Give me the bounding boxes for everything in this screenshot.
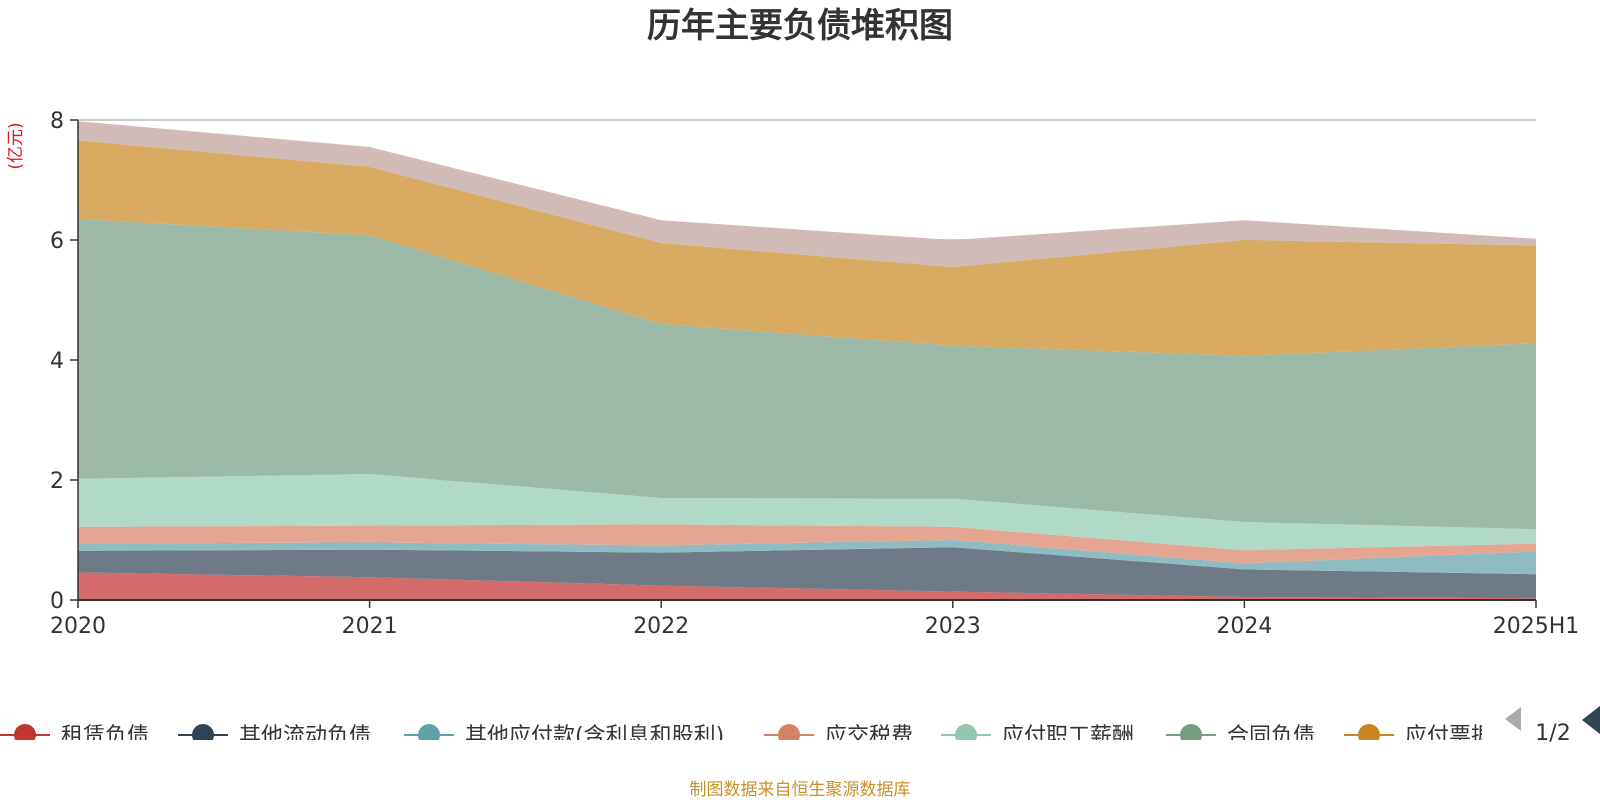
area-series-4 bbox=[78, 474, 1536, 551]
legend-item[interactable]: 应付职工薪酬 bbox=[941, 724, 1134, 749]
area-series-1 bbox=[78, 547, 1536, 599]
area-series-0 bbox=[78, 572, 1536, 600]
legend-label: 合同负债 bbox=[1227, 724, 1315, 749]
legend-items: 租赁负债 其他流动负债 其他应付款(含利息和股利) 应交税费 应付职工薪酬 合同负债 应付票… bbox=[0, 724, 1493, 749]
legend-label: 应付职工薪酬 bbox=[1002, 724, 1134, 749]
y-unit-label: (亿元) bbox=[6, 122, 26, 169]
source-note: 制图数据来自恒生聚源数据库 bbox=[690, 780, 911, 800]
legend-item[interactable]: 其他流动负债 bbox=[178, 724, 371, 749]
axes: 0 2 4 6 8 2020 2021 2022 2023 2024 2025H1 bbox=[50, 109, 1579, 639]
legend-marker bbox=[1358, 724, 1380, 740]
legend-marker bbox=[1180, 724, 1202, 740]
area-series-6 bbox=[78, 140, 1536, 356]
legend-marker bbox=[955, 724, 977, 740]
legend-label: 其他流动负债 bbox=[239, 724, 371, 749]
legend-marker bbox=[778, 724, 800, 740]
x-tick-label: 2022 bbox=[633, 614, 689, 639]
y-tick-label: 0 bbox=[50, 589, 64, 614]
x-tick-label: 2020 bbox=[50, 614, 106, 639]
legend-label: 租赁负债 bbox=[61, 724, 149, 749]
area-series bbox=[78, 121, 1536, 600]
legend-label: 应交税费 bbox=[825, 724, 913, 749]
y-tick-label: 6 bbox=[50, 229, 64, 254]
y-tick-label: 8 bbox=[50, 109, 64, 134]
legend-item[interactable]: 其他应付款(含利息和股利) bbox=[404, 724, 724, 749]
legend-marker bbox=[192, 724, 214, 740]
legend-item[interactable]: 租赁负债 bbox=[0, 724, 149, 749]
y-tick-label: 2 bbox=[50, 469, 64, 494]
chart-title: 历年主要负债堆积图 bbox=[647, 6, 953, 46]
legend: 租赁负债 其他流动负债 其他应付款(含利息和股利) 应交税费 应付职工薪酬 合同负债 应付票… bbox=[0, 724, 1493, 749]
x-tick-label: 2023 bbox=[925, 614, 981, 639]
legend-item[interactable]: 应交税费 bbox=[764, 724, 913, 749]
legend-label: 应付票据 bbox=[1405, 724, 1493, 749]
legend-marker bbox=[14, 724, 36, 740]
legend-item[interactable]: 应付票据 bbox=[1344, 724, 1493, 749]
area-series-2 bbox=[78, 540, 1536, 575]
legend-label: 其他应付款(含利息和股利) bbox=[465, 724, 724, 749]
x-tick-label: 2021 bbox=[342, 614, 398, 639]
legend-pager: 1/2 bbox=[1505, 706, 1600, 746]
legend-item[interactable]: 合同负债 bbox=[1166, 724, 1315, 749]
area-series-3 bbox=[78, 524, 1536, 564]
area-series-7 bbox=[78, 121, 1536, 267]
y-tick-label: 4 bbox=[50, 349, 64, 374]
x-tick-label: 2024 bbox=[1216, 614, 1272, 639]
legend-marker bbox=[418, 724, 440, 740]
area-series-5 bbox=[78, 219, 1536, 530]
prev-page-icon[interactable] bbox=[1505, 707, 1521, 731]
next-page-icon[interactable] bbox=[1582, 706, 1600, 734]
x-tick-label: 2025H1 bbox=[1493, 614, 1580, 639]
legend-page-indicator: 1/2 bbox=[1535, 721, 1570, 746]
